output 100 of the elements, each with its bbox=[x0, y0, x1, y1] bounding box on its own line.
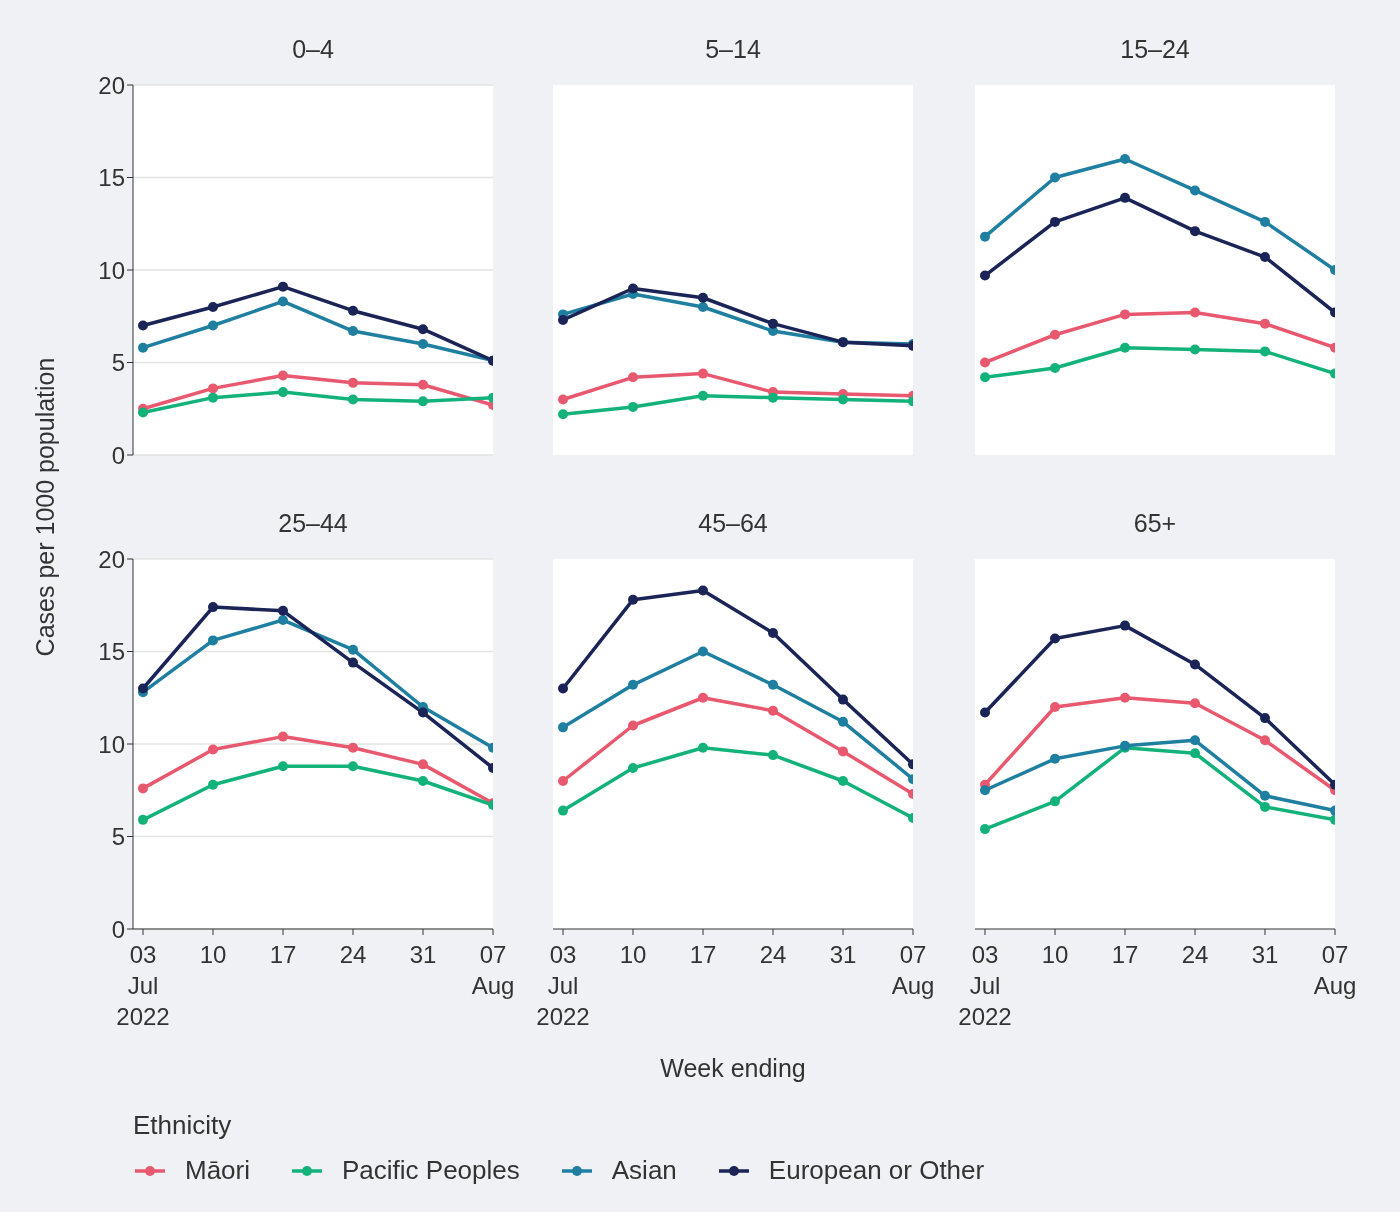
x-axis-title: Week ending bbox=[660, 1053, 806, 1083]
point bbox=[1120, 620, 1130, 631]
point bbox=[1190, 226, 1200, 237]
point bbox=[628, 720, 638, 731]
point bbox=[1260, 801, 1270, 812]
point bbox=[418, 396, 428, 407]
x-tick-label: 07 Aug bbox=[1313, 941, 1357, 999]
point bbox=[1190, 735, 1200, 746]
point bbox=[698, 390, 708, 401]
point bbox=[208, 320, 218, 331]
point bbox=[838, 394, 848, 405]
point bbox=[980, 231, 990, 242]
point bbox=[1120, 692, 1130, 703]
point bbox=[1050, 172, 1060, 183]
x-tick-label: 03 Jul 2022 bbox=[536, 941, 590, 1030]
point bbox=[980, 270, 990, 281]
y-tick-label: 20 bbox=[98, 71, 125, 99]
point bbox=[418, 379, 428, 390]
point bbox=[278, 605, 288, 616]
chart-title: 25–44 bbox=[277, 509, 349, 538]
point bbox=[1260, 252, 1270, 263]
point bbox=[698, 302, 708, 312]
x-tick-label: 17 bbox=[689, 941, 717, 968]
point bbox=[558, 805, 568, 816]
point bbox=[558, 683, 568, 694]
x-tick-label: 17 bbox=[269, 941, 297, 968]
legend-label: European or Other bbox=[768, 1155, 985, 1186]
x-tick-label: 24 bbox=[339, 941, 367, 968]
point bbox=[1260, 216, 1270, 227]
x-tick-label: 10 bbox=[619, 941, 647, 968]
y-tick-label: 10 bbox=[98, 730, 125, 758]
point bbox=[628, 594, 638, 605]
point bbox=[418, 776, 428, 786]
point bbox=[1260, 735, 1270, 746]
point bbox=[1120, 342, 1130, 353]
legend-title: Ethnicity bbox=[133, 1110, 233, 1141]
point bbox=[1050, 633, 1060, 644]
point bbox=[980, 357, 990, 368]
point bbox=[838, 746, 848, 757]
point bbox=[348, 305, 358, 316]
point bbox=[138, 407, 148, 418]
chart-title: 5–14 bbox=[704, 35, 762, 64]
point bbox=[348, 326, 358, 337]
point bbox=[628, 372, 638, 383]
point bbox=[278, 731, 288, 742]
point bbox=[208, 779, 218, 790]
point bbox=[138, 342, 148, 353]
chart-title: 15–24 bbox=[1119, 35, 1191, 64]
point bbox=[1120, 154, 1130, 164]
point bbox=[348, 394, 358, 405]
chart-title: 45–64 bbox=[697, 509, 769, 538]
point bbox=[1050, 363, 1060, 374]
x-tick-label: 03 Jul 2022 bbox=[958, 941, 1012, 1030]
point bbox=[208, 635, 218, 646]
point bbox=[278, 761, 288, 772]
x-tick-label: 24 bbox=[1181, 941, 1209, 968]
x-tick-label: 31 bbox=[1251, 941, 1279, 968]
point bbox=[1190, 307, 1200, 318]
point bbox=[698, 368, 708, 379]
point bbox=[1260, 713, 1270, 724]
point bbox=[1190, 185, 1200, 196]
x-tick-label: 03 Jul 2022 bbox=[116, 941, 170, 1030]
point bbox=[1190, 748, 1200, 759]
point bbox=[1190, 659, 1200, 670]
point bbox=[348, 657, 358, 668]
point bbox=[348, 742, 358, 753]
chart-title: 0–4 bbox=[291, 35, 335, 64]
point bbox=[1260, 346, 1270, 357]
point bbox=[278, 387, 288, 398]
point bbox=[768, 628, 778, 638]
point bbox=[208, 392, 218, 403]
y-tick-label: 10 bbox=[98, 256, 125, 284]
x-tick-label: 10 bbox=[1041, 941, 1069, 968]
point bbox=[1260, 790, 1270, 801]
x-tick-label: 24 bbox=[759, 941, 787, 968]
point bbox=[208, 602, 218, 613]
point bbox=[628, 679, 638, 690]
point bbox=[138, 783, 148, 794]
point bbox=[558, 409, 568, 420]
point bbox=[980, 707, 990, 718]
point bbox=[348, 761, 358, 772]
point bbox=[418, 707, 428, 718]
point bbox=[208, 302, 218, 312]
legend-label: Asian bbox=[611, 1155, 677, 1186]
chart-title: 65+ bbox=[1132, 509, 1178, 538]
point bbox=[768, 679, 778, 690]
point bbox=[138, 320, 148, 331]
point bbox=[278, 281, 288, 292]
legend-label: Pacific Peoples bbox=[342, 1155, 520, 1186]
point bbox=[558, 394, 568, 405]
point bbox=[1050, 329, 1060, 340]
point bbox=[698, 292, 708, 303]
point bbox=[768, 318, 778, 329]
point bbox=[838, 776, 848, 786]
point bbox=[698, 692, 708, 703]
point bbox=[558, 314, 568, 325]
point bbox=[838, 716, 848, 727]
point bbox=[1050, 702, 1060, 712]
point bbox=[208, 383, 218, 394]
point bbox=[628, 763, 638, 774]
